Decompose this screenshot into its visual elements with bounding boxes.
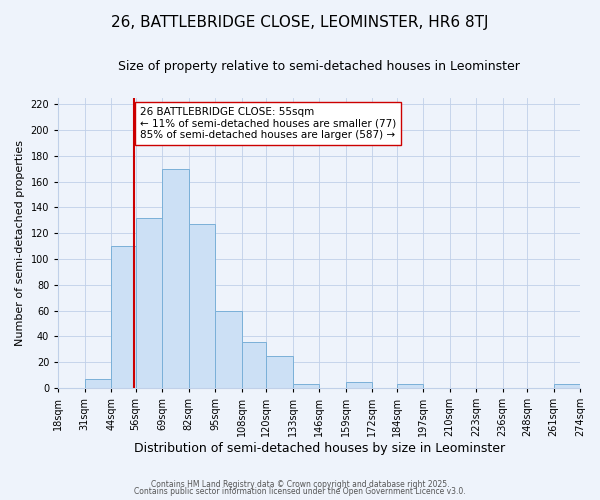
Y-axis label: Number of semi-detached properties: Number of semi-detached properties	[15, 140, 25, 346]
Bar	[85, 379, 111, 388]
Text: Contains public sector information licensed under the Open Government Licence v3: Contains public sector information licen…	[134, 487, 466, 496]
Bar	[266, 356, 293, 388]
Bar	[136, 218, 162, 388]
Bar	[162, 168, 188, 388]
X-axis label: Distribution of semi-detached houses by size in Leominster: Distribution of semi-detached houses by …	[134, 442, 505, 455]
Bar	[293, 384, 319, 388]
Bar	[215, 310, 242, 388]
Text: 26 BATTLEBRIDGE CLOSE: 55sqm
← 11% of semi-detached houses are smaller (77)
85% : 26 BATTLEBRIDGE CLOSE: 55sqm ← 11% of se…	[140, 107, 396, 140]
Text: Contains HM Land Registry data © Crown copyright and database right 2025.: Contains HM Land Registry data © Crown c…	[151, 480, 449, 489]
Bar	[346, 382, 372, 388]
Bar	[242, 342, 266, 388]
Text: 26, BATTLEBRIDGE CLOSE, LEOMINSTER, HR6 8TJ: 26, BATTLEBRIDGE CLOSE, LEOMINSTER, HR6 …	[111, 15, 489, 30]
Bar	[397, 384, 423, 388]
Bar	[188, 224, 215, 388]
Bar	[111, 246, 136, 388]
Title: Size of property relative to semi-detached houses in Leominster: Size of property relative to semi-detach…	[118, 60, 520, 73]
Bar	[554, 384, 580, 388]
